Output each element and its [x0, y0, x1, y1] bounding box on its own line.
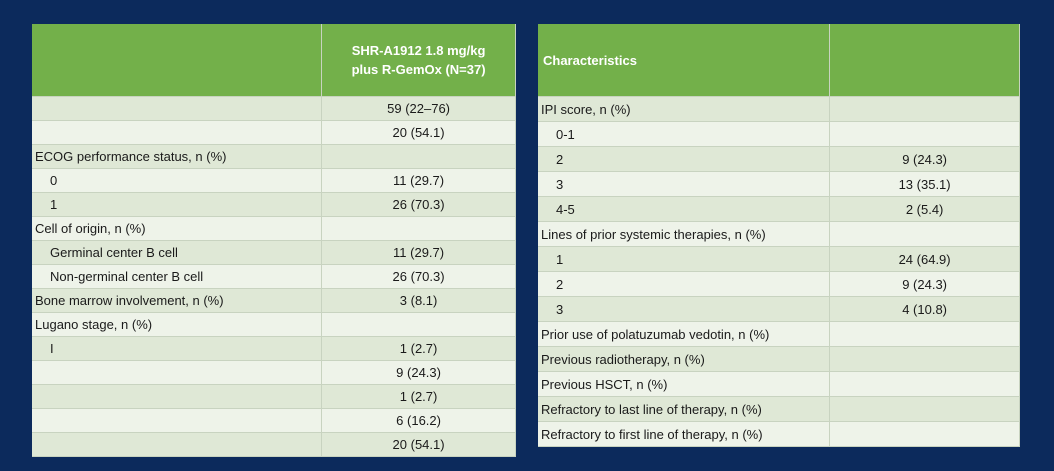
row-label: 2	[538, 271, 831, 297]
row-value	[321, 144, 516, 169]
row-value: 26 (70.3)	[321, 192, 516, 217]
table-row: ECOG performance status, n (%)	[32, 144, 516, 169]
baseline-table-left: SHR-A1912 1.8 mg/kg plus R-GemOx (N=37) …	[32, 24, 516, 457]
row-value: 11 (29.7)	[321, 168, 516, 193]
row-label: Previous HSCT, n (%)	[538, 371, 831, 397]
row-label: Germinal center B cell	[32, 240, 323, 265]
left-header-cohort: SHR-A1912 1.8 mg/kg plus R-GemOx (N=37)	[321, 24, 516, 97]
row-value: 26 (70.3)	[321, 264, 516, 289]
baseline-table-right: Characteristics IPI score, n (%) 0-1 2 9 (2…	[538, 24, 1020, 447]
row-label	[32, 432, 323, 457]
row-label	[32, 360, 323, 385]
row-value: 20 (54.1)	[321, 120, 516, 145]
row-value: 3 (8.1)	[321, 288, 516, 313]
table-row: Previous HSCT, n (%)	[538, 371, 1020, 397]
row-value	[829, 346, 1020, 372]
table-row: 4-5 2 (5.4)	[538, 196, 1020, 222]
row-label: 3	[538, 296, 831, 322]
row-label: Prior use of polatuzumab vedotin, n (%)	[538, 321, 831, 347]
left-header-characteristic	[32, 24, 323, 97]
row-value: 2 (5.4)	[829, 196, 1020, 222]
row-label	[32, 96, 323, 121]
row-value: 6 (16.2)	[321, 408, 516, 433]
row-value: 13 (35.1)	[829, 171, 1020, 197]
row-label: ECOG performance status, n (%)	[32, 144, 323, 169]
row-value	[321, 216, 516, 241]
row-value: 11 (29.7)	[321, 240, 516, 265]
row-value: 9 (24.3)	[829, 271, 1020, 297]
row-label: Bone marrow involvement, n (%)	[32, 288, 323, 313]
row-value	[829, 421, 1020, 447]
row-label: Lugano stage, n (%)	[32, 312, 323, 337]
table-row: 20 (54.1)	[32, 432, 516, 457]
table-row: Germinal center B cell 11 (29.7)	[32, 240, 516, 265]
table-row: IPI score, n (%)	[538, 96, 1020, 122]
row-value	[829, 321, 1020, 347]
row-value: 20 (54.1)	[321, 432, 516, 457]
row-value: 24 (64.9)	[829, 246, 1020, 272]
table-row: 1 26 (70.3)	[32, 192, 516, 217]
row-label: Refractory to last line of therapy, n (%…	[538, 396, 831, 422]
row-value	[829, 371, 1020, 397]
row-label: 1	[32, 192, 323, 217]
row-label: 4-5	[538, 196, 831, 222]
row-label: I	[32, 336, 323, 361]
right-header-characteristics: Characteristics	[538, 24, 831, 97]
table-row: 0-1	[538, 121, 1020, 147]
row-label: Previous radiotherapy, n (%)	[538, 346, 831, 372]
right-header-cohort	[829, 24, 1020, 97]
table-row: Prior use of polatuzumab vedotin, n (%)	[538, 321, 1020, 347]
table-row: Lines of prior systemic therapies, n (%)	[538, 221, 1020, 247]
table-row: 0 11 (29.7)	[32, 168, 516, 193]
row-value: 1 (2.7)	[321, 336, 516, 361]
row-label: Refractory to first line of therapy, n (…	[538, 421, 831, 447]
table-row: 3 13 (35.1)	[538, 171, 1020, 197]
row-value: 9 (24.3)	[829, 146, 1020, 172]
row-label	[32, 120, 323, 145]
row-label	[32, 384, 323, 409]
table-row: 1 (2.7)	[32, 384, 516, 409]
row-label: 3	[538, 171, 831, 197]
table-row: 9 (24.3)	[32, 360, 516, 385]
row-label: 0-1	[538, 121, 831, 147]
row-label: IPI score, n (%)	[538, 96, 831, 122]
table-row: 59 (22–76)	[32, 96, 516, 121]
row-value	[829, 121, 1020, 147]
table-row: Lugano stage, n (%)	[32, 312, 516, 337]
row-value	[829, 96, 1020, 122]
row-label: Non-germinal center B cell	[32, 264, 323, 289]
row-label	[32, 408, 323, 433]
table-row: 1 24 (64.9)	[538, 246, 1020, 272]
row-value	[829, 396, 1020, 422]
table-row: Previous radiotherapy, n (%)	[538, 346, 1020, 372]
table-row: Bone marrow involvement, n (%) 3 (8.1)	[32, 288, 516, 313]
row-value: 59 (22–76)	[321, 96, 516, 121]
table-row: 20 (54.1)	[32, 120, 516, 145]
table-row: 6 (16.2)	[32, 408, 516, 433]
row-label: 2	[538, 146, 831, 172]
row-label: 0	[32, 168, 323, 193]
row-value	[829, 221, 1020, 247]
row-label: Cell of origin, n (%)	[32, 216, 323, 241]
table-row: Refractory to last line of therapy, n (%…	[538, 396, 1020, 422]
row-value: 9 (24.3)	[321, 360, 516, 385]
row-label: Lines of prior systemic therapies, n (%)	[538, 221, 831, 247]
row-value	[321, 312, 516, 337]
table-row: Cell of origin, n (%)	[32, 216, 516, 241]
table-row: Refractory to first line of therapy, n (…	[538, 421, 1020, 447]
row-value: 4 (10.8)	[829, 296, 1020, 322]
table-row: Non-germinal center B cell 26 (70.3)	[32, 264, 516, 289]
row-label: 1	[538, 246, 831, 272]
row-value: 1 (2.7)	[321, 384, 516, 409]
